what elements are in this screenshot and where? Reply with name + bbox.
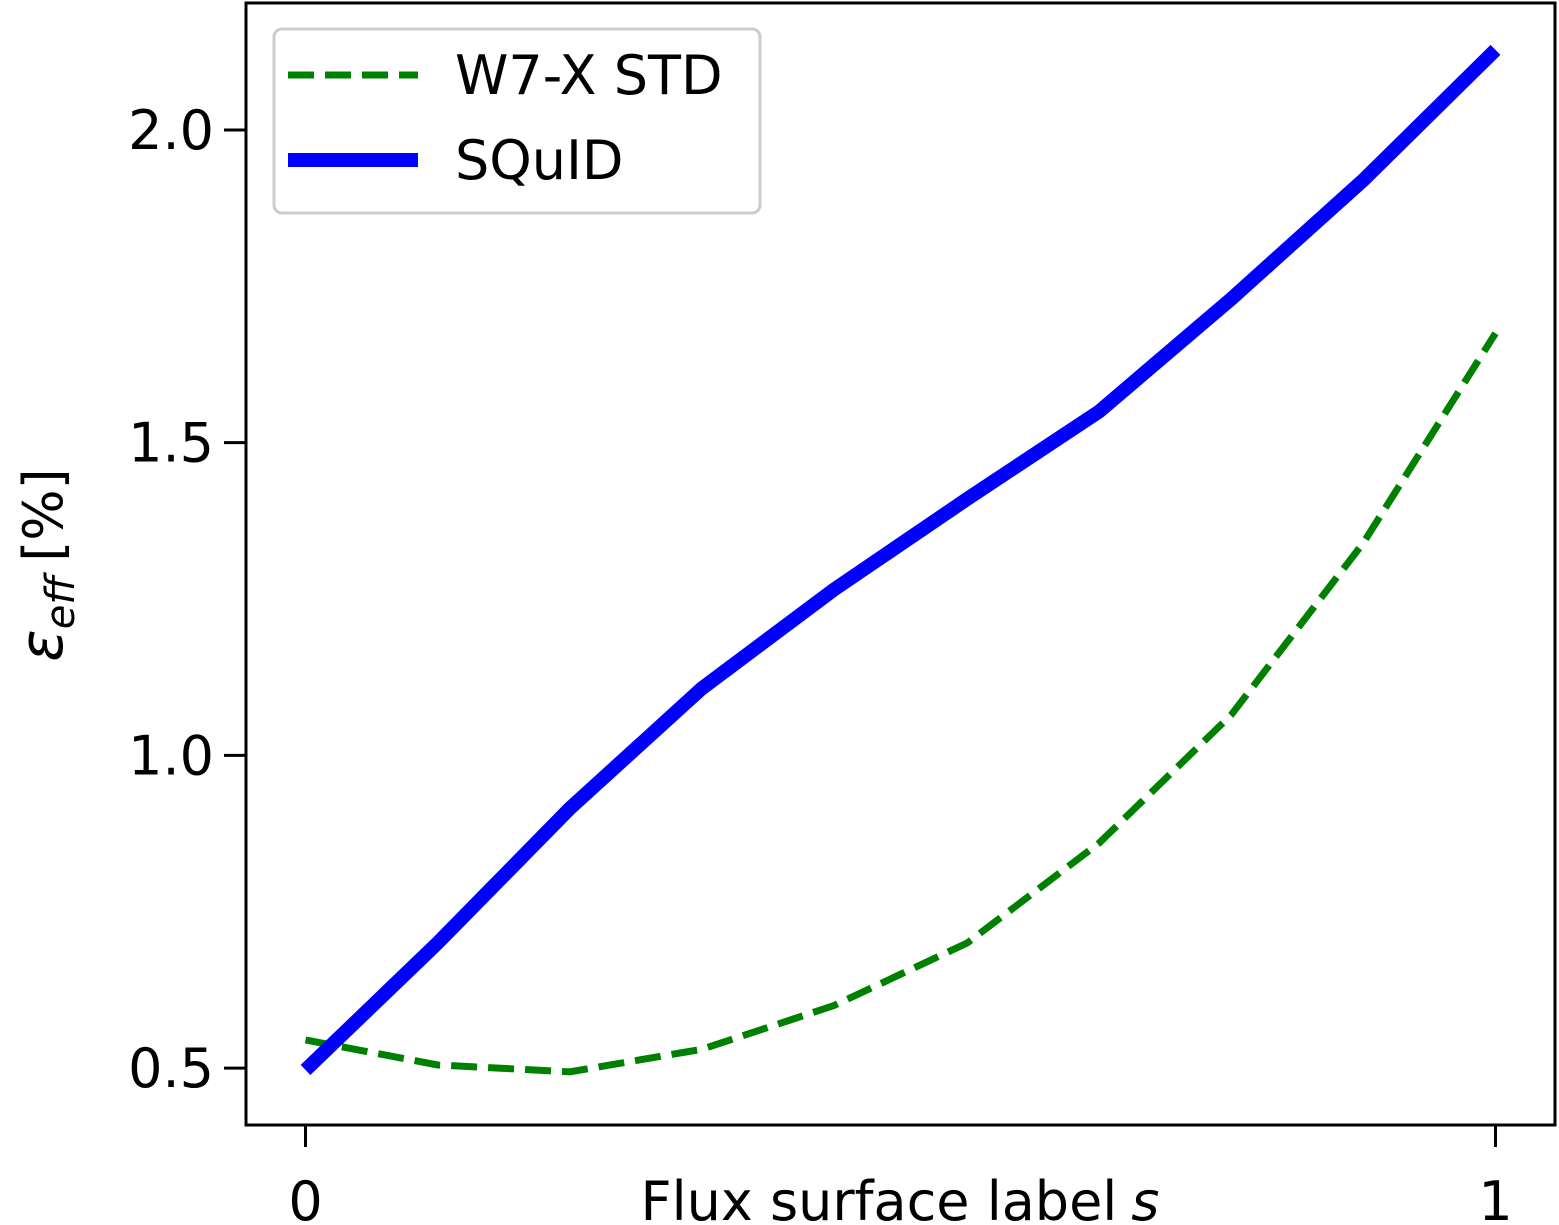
- x-label-text: Flux surface label: [641, 1170, 1118, 1225]
- legend-label: W7-X STD: [455, 44, 723, 107]
- y-tick-label: 0.5: [128, 1037, 214, 1100]
- x-axis-label: Flux surface label s: [641, 1170, 1160, 1225]
- y-label-unit: [%]: [12, 468, 75, 561]
- y-axis-label: εeff [%]: [7, 468, 84, 661]
- legend: W7-X STD SQuID: [272, 27, 762, 215]
- x-label-symbol: s: [1131, 1170, 1159, 1225]
- y-label-symbol: ε: [7, 629, 77, 661]
- x-tick-label: 1: [1478, 1170, 1512, 1225]
- series-line: [300, 44, 1501, 1076]
- x-tick-label: 0: [288, 1170, 322, 1225]
- y-tick-label: 2.0: [128, 99, 214, 162]
- series-line: [304, 331, 1499, 1076]
- y-label-subscript: eff: [38, 572, 84, 630]
- legend-label: SQuID: [455, 129, 624, 192]
- y-tick-label: 1.5: [128, 412, 214, 475]
- y-tick-label: 1.0: [128, 724, 214, 787]
- plot-frame: [244, 1, 1557, 1127]
